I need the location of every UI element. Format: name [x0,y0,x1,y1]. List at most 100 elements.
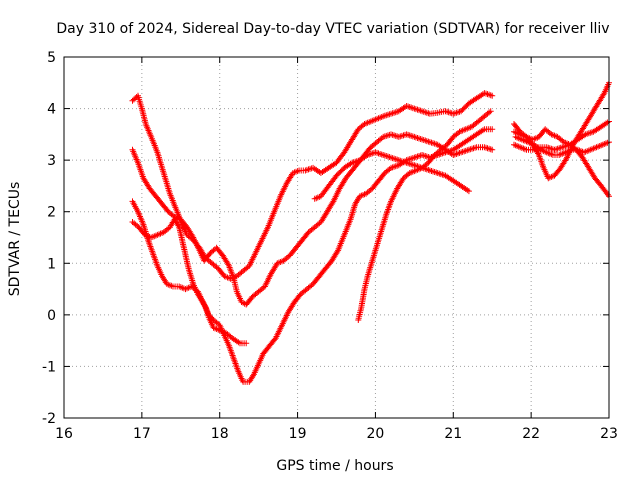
data-point [390,157,392,159]
data-point [396,187,398,190]
series-arc-4 [129,216,250,347]
data-point [142,224,144,226]
data-point [421,154,423,156]
data-point [444,151,447,153]
data-point [602,144,604,146]
data-point [156,151,158,153]
data-point [325,267,327,269]
data-point [398,159,400,161]
data-point [519,146,521,148]
x-tick-label: 16 [55,426,73,442]
data-point [236,291,238,293]
data-point [589,149,591,151]
data-point [328,185,330,187]
data-point [343,234,345,236]
x-tick-label: 18 [211,426,229,442]
data-point [406,133,408,135]
grid-lines [64,57,609,418]
data-point [398,164,400,166]
data-point [427,162,429,164]
data-point [270,273,272,275]
data-point [293,301,296,303]
data-point [141,108,143,110]
y-tick-label: 5 [47,50,56,66]
data-point [239,342,241,344]
data-point [212,327,215,329]
data-point [281,324,283,326]
data-point [240,301,243,303]
data-point [197,293,199,295]
x-tick-label: 19 [289,426,307,442]
data-point [222,254,224,257]
data-point [225,332,227,334]
data-point [477,120,479,123]
data-point [233,358,235,360]
data-point [600,185,602,187]
data-point [437,144,439,146]
x-tick-label: 20 [367,426,385,442]
data-point [331,260,333,262]
data-point [421,138,423,141]
data-point [318,275,320,277]
data-point [335,162,338,164]
data-point [251,296,253,298]
series-arc-2 [129,131,496,308]
data-point [237,371,239,373]
data-point [444,110,447,112]
data-point [273,211,275,213]
data-point [183,247,185,249]
data-point [131,221,134,223]
data-point [452,136,454,138]
data-point [357,128,359,130]
data-point [292,172,294,174]
data-point [374,151,376,153]
data-point [186,226,188,228]
data-point [406,162,408,164]
data-point [131,149,134,151]
data-point [149,187,151,190]
series-arc-5 [311,149,472,202]
data-point [219,329,221,331]
data-point [476,97,478,99]
plot-series [129,79,612,385]
data-point [245,342,247,344]
data-point [550,133,553,135]
data-point [585,133,587,135]
data-point [566,157,568,159]
data-point [178,285,180,288]
data-point [228,265,230,267]
data-point [150,236,152,239]
data-point [546,151,548,153]
data-point [295,247,297,249]
data-point [390,113,392,115]
data-point [543,167,545,169]
data-point [390,167,392,169]
data-point [248,381,250,383]
data-point [460,151,462,153]
data-point [365,193,367,195]
data-point [385,213,387,215]
data-point [521,138,523,141]
data-point [343,151,345,153]
data-point [421,110,423,112]
series-arc-6 [355,108,494,323]
data-point [571,149,573,151]
data-point [578,133,581,135]
data-point [583,151,585,153]
data-point [131,100,134,102]
data-point [547,177,549,179]
data-point [203,260,205,262]
plot-frame [63,56,610,419]
data-point [446,144,448,146]
data-point [138,226,140,228]
data-point [306,288,308,290]
data-point [198,249,201,251]
x-tick-label: 22 [522,426,540,442]
data-point [275,337,277,339]
data-point [371,187,373,190]
data-point [286,182,288,184]
data-point [351,169,353,172]
data-point [351,162,353,164]
